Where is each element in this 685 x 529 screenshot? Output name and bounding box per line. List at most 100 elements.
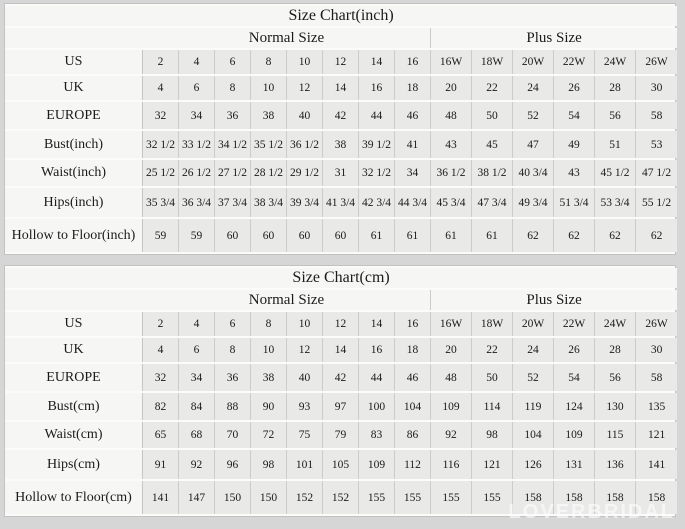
size-cell: 26W: [636, 50, 678, 74]
size-cell: 72: [251, 422, 287, 448]
size-cell: 39 1/2: [359, 131, 395, 158]
size-cell: 41: [395, 131, 431, 158]
size-cell: 91: [143, 450, 179, 479]
size-cell: 26 1/2: [179, 160, 215, 186]
row-header: Bust(inch): [5, 131, 143, 158]
size-cell: 109: [431, 393, 472, 420]
table-row: Bust(inch) 32 1/2 33 1/2 34 1/2 35 1/2 36 1/2…: [5, 131, 678, 158]
size-cell: 58: [636, 364, 678, 391]
size-cell: 46: [395, 102, 431, 129]
size-cell: 45 1/2: [595, 160, 636, 186]
size-chart-inch-section: Size Chart(inch) Normal Size Plus Size US 2 4…: [4, 3, 678, 255]
group-header: Plus Size: [431, 28, 678, 48]
size-cell: 150: [215, 481, 251, 514]
size-cell: 124: [554, 393, 595, 420]
row-header: EUROPE: [5, 102, 143, 129]
table-row: EUROPE 32 34 36 38 40 42 44 46 48 50 52 54 56 58: [5, 364, 678, 391]
size-cell: 52: [513, 102, 554, 129]
size-cell: 8: [215, 338, 251, 362]
group-header: Plus Size: [431, 290, 678, 310]
group-header-row: Normal Size Plus Size: [5, 290, 678, 310]
size-cell: 141: [143, 481, 179, 514]
size-cell: 79: [323, 422, 359, 448]
size-cell: 36: [215, 364, 251, 391]
table-row: EUROPE 32 34 36 38 40 42 44 46 48 50 52 54 56 58: [5, 102, 678, 129]
corner-cell: [5, 28, 143, 48]
size-cell: 42 3/4: [359, 188, 395, 217]
size-cell: 24: [513, 76, 554, 100]
size-cell: 12: [323, 50, 359, 74]
row-header: US: [5, 312, 143, 336]
size-cell: 109: [359, 450, 395, 479]
size-cell: 24W: [595, 50, 636, 74]
size-cell: 98: [251, 450, 287, 479]
size-cell: 22: [472, 76, 513, 100]
size-cell: 16: [395, 312, 431, 336]
size-cell: 18: [395, 338, 431, 362]
size-cell: 152: [323, 481, 359, 514]
size-cell: 26: [554, 338, 595, 362]
row-header: Hips(cm): [5, 450, 143, 479]
size-cell: 55 1/2: [636, 188, 678, 217]
size-cell: 43: [431, 131, 472, 158]
size-cell: 38: [323, 131, 359, 158]
size-cell: 16: [359, 76, 395, 100]
size-cell: 61: [395, 219, 431, 252]
size-cell: 36 3/4: [179, 188, 215, 217]
size-cell: 141: [636, 450, 678, 479]
size-cell: 41 3/4: [323, 188, 359, 217]
size-cell: 97: [323, 393, 359, 420]
size-cell: 34 1/2: [215, 131, 251, 158]
size-cell: 58: [636, 102, 678, 129]
size-cell: 39 3/4: [287, 188, 323, 217]
table-row: Waist(inch) 25 1/2 26 1/2 27 1/2 28 1/2 29 1/…: [5, 160, 678, 186]
size-cell: 62: [554, 219, 595, 252]
size-cell: 6: [179, 76, 215, 100]
size-cell: 82: [143, 393, 179, 420]
size-cell: 2: [143, 312, 179, 336]
size-cell: 31: [323, 160, 359, 186]
size-cell: 65: [143, 422, 179, 448]
size-cell: 158: [513, 481, 554, 514]
size-cell: 53 3/4: [595, 188, 636, 217]
size-cell: 8: [251, 50, 287, 74]
size-cell: 50: [472, 364, 513, 391]
size-cell: 18W: [472, 50, 513, 74]
size-cell: 59: [179, 219, 215, 252]
size-cell: 40: [287, 102, 323, 129]
size-cell: 20: [431, 76, 472, 100]
size-cell: 34: [179, 102, 215, 129]
size-cell: 38 1/2: [472, 160, 513, 186]
size-cell: 61: [359, 219, 395, 252]
row-header: Hips(inch): [5, 188, 143, 217]
group-header-row: Normal Size Plus Size: [5, 28, 678, 48]
size-cell: 6: [215, 312, 251, 336]
size-cell: 27 1/2: [215, 160, 251, 186]
size-cell: 42: [323, 364, 359, 391]
row-header: Hollow to Floor(cm): [5, 481, 143, 514]
title-row: Size Chart(inch): [5, 6, 678, 26]
size-cell: 44 3/4: [395, 188, 431, 217]
size-cell: 51 3/4: [554, 188, 595, 217]
size-cell: 47 3/4: [472, 188, 513, 217]
size-cell: 54: [554, 364, 595, 391]
size-cell: 61: [472, 219, 513, 252]
row-header: US: [5, 50, 143, 74]
size-cell: 88: [215, 393, 251, 420]
size-cell: 4: [179, 312, 215, 336]
size-cell: 62: [595, 219, 636, 252]
size-cell: 30: [636, 76, 678, 100]
table-row: UK 4 6 8 10 12 14 16 18 20 22 24 26 28 30: [5, 338, 678, 362]
size-cell: 98: [472, 422, 513, 448]
size-cell: 44: [359, 102, 395, 129]
size-cell: 8: [215, 76, 251, 100]
size-cell: 10: [251, 338, 287, 362]
size-cell: 29 1/2: [287, 160, 323, 186]
size-cell: 36 1/2: [287, 131, 323, 158]
size-cell: 116: [431, 450, 472, 479]
size-cell: 32 1/2: [143, 131, 179, 158]
size-cell: 28: [595, 338, 636, 362]
size-cell: 37 3/4: [215, 188, 251, 217]
row-header: UK: [5, 338, 143, 362]
size-cell: 119: [513, 393, 554, 420]
